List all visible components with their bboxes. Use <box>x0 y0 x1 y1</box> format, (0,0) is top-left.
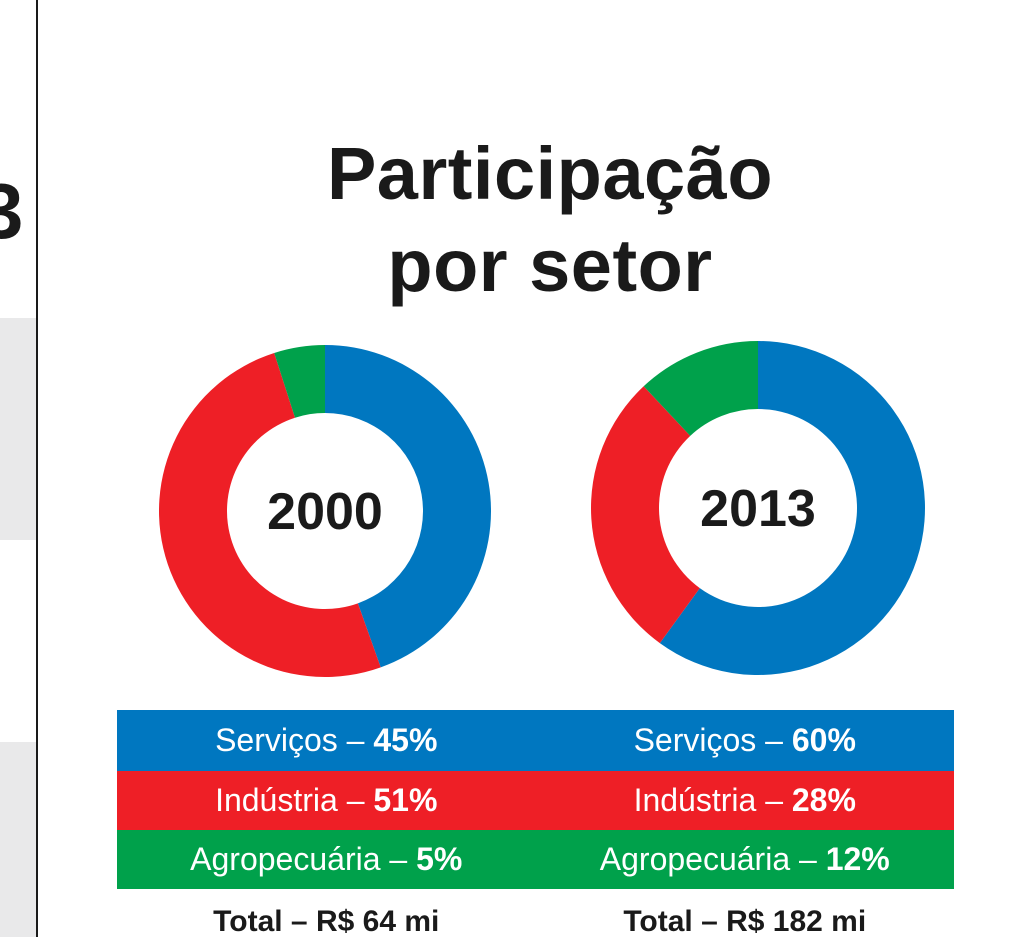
legend-value: 45% <box>373 722 438 758</box>
legend-cell-2000: Indústria – 51% <box>117 782 536 819</box>
donut-center-year: 2000 <box>267 483 383 541</box>
legend-cell-2013: Serviços – 60% <box>536 722 955 759</box>
slice-industria <box>158 352 381 678</box>
legend-table: Serviços – 45% Serviços – 60% Indústria … <box>117 710 954 889</box>
slice-agropecuaria <box>274 345 325 418</box>
legend-label: Agropecuária <box>599 841 791 877</box>
title-line-1: Participação <box>326 132 774 215</box>
donut-chart-2000: 2000 <box>158 345 491 678</box>
slice-industria <box>590 386 700 644</box>
slice-servicos <box>659 341 925 675</box>
legend-label: Indústria <box>633 782 757 818</box>
legend-sep: – <box>756 722 792 758</box>
legend-cell-2000: Serviços – 45% <box>117 722 536 759</box>
slice-agropecuaria <box>643 341 758 436</box>
legend-sep: – <box>756 782 792 818</box>
legend-cell-2000: Agropecuária – 5% <box>117 841 536 878</box>
legend-sep: – <box>337 782 374 818</box>
legend-sep: – <box>337 722 374 758</box>
donut-center-year: 2013 <box>700 480 816 538</box>
legend-value: 12% <box>825 841 890 877</box>
legend-value: 60% <box>791 722 856 758</box>
total-2000: Total – R$ 64 mi <box>213 905 440 938</box>
left-band-bottom <box>0 742 36 937</box>
legend-cell-2013: Indústria – 28% <box>536 782 955 819</box>
legend-cell-2013: Agropecuária – 12% <box>536 841 955 878</box>
legend-label: Indústria <box>215 782 338 818</box>
legend-row-industria: Indústria – 51% Indústria – 28% <box>117 771 954 830</box>
legend-label: Serviços <box>215 722 338 758</box>
legend-value: 28% <box>791 782 856 818</box>
left-page-strip: 3 <box>0 0 36 937</box>
legend-sep: – <box>790 841 826 877</box>
total-2013: Total – R$ 182 mi <box>623 905 867 938</box>
column-divider <box>36 0 38 937</box>
legend-row-servicos: Serviços – 45% Serviços – 60% <box>117 710 954 771</box>
left-cut-glyph: 3 <box>0 167 24 255</box>
chart-title: Participação por setor <box>200 128 900 312</box>
totals-row: Total – R$ 64 mi Total – R$ 182 mi <box>117 905 954 939</box>
legend-row-agropecuaria: Agropecuária – 5% Agropecuária – 12% <box>117 830 954 889</box>
legend-label: Serviços <box>633 722 757 758</box>
legend-value: 51% <box>373 782 438 818</box>
left-band-top <box>0 318 36 540</box>
donut-chart-2013: 2013 <box>590 341 925 675</box>
slice-servicos <box>325 345 491 668</box>
legend-label: Agropecuária <box>190 841 381 877</box>
legend-value: 5% <box>416 841 463 877</box>
title-line-2: por setor <box>387 224 713 307</box>
legend-sep: – <box>380 841 417 877</box>
